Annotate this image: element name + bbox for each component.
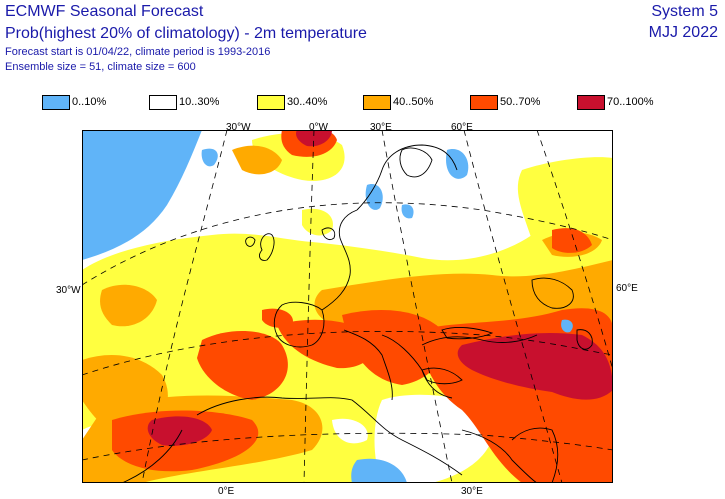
legend-swatch [363, 95, 391, 110]
legend-label: 50..70% [500, 96, 541, 108]
legend-label: 70..100% [607, 96, 654, 108]
legend-swatch [149, 95, 177, 110]
lon-label-top-30w: 30°W [226, 122, 251, 133]
system-label: System 5 [651, 3, 718, 20]
legend-swatch [42, 95, 70, 110]
probability-map [82, 130, 613, 483]
legend-label: 40..50% [393, 96, 434, 108]
map-title: ECMWF Seasonal Forecast [5, 3, 204, 20]
period-label: MJJ 2022 [648, 24, 718, 41]
legend-swatch [470, 95, 498, 110]
legend-label: 10..30% [179, 96, 220, 108]
lon-label-top-60e: 60°E [451, 122, 473, 133]
lon-label-bottom-30e: 30°E [461, 486, 483, 497]
map-frame [82, 130, 613, 483]
forecast-start-info: Forecast start is 01/04/22, climate peri… [5, 46, 271, 58]
legend-label: 0..10% [72, 96, 107, 108]
lon-label-bottom-0e: 0°E [218, 486, 235, 497]
graticule [82, 130, 613, 483]
coastlines [121, 144, 593, 483]
region-70-100-percent [147, 130, 613, 446]
lon-label-top-0w: 0°W [309, 122, 328, 133]
lon-label-top-30e: 30°E [370, 122, 392, 133]
legend-swatch [577, 95, 605, 110]
legend-label: 30..40% [287, 96, 328, 108]
ensemble-size-info: Ensemble size = 51, climate size = 600 [5, 61, 196, 73]
map-subtitle: Prob(highest 20% of climatology) - 2m te… [5, 25, 367, 42]
lon-label-left-30w: 30°W [56, 285, 81, 296]
region-0-10-percent [82, 130, 573, 483]
lon-label-right-60e: 60°E [616, 283, 638, 294]
legend-swatch [257, 95, 285, 110]
